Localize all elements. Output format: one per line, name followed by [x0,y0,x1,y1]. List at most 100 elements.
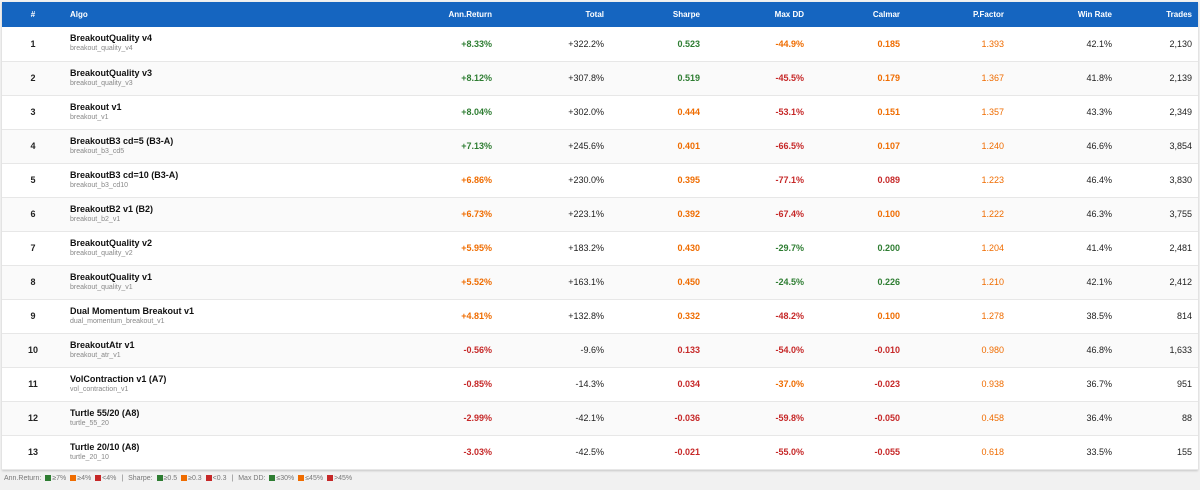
calmar-cell: 0.100 [877,209,900,219]
column-header-win-rate[interactable]: Win Rate [1077,10,1112,19]
sharpe-cell: -0.021 [674,447,700,457]
column-header-max-dd[interactable]: Max DD [774,10,804,19]
algo-cell: VolContraction v1 (A7) vol_contraction_v1 [64,367,274,401]
total-return-cell: +132.8% [568,311,604,321]
trades-cell: 155 [1176,447,1192,457]
max-dd-cell: -37.0% [775,379,804,389]
profit-factor-cell: 0.458 [981,413,1004,423]
legend-swatch-orange [181,474,188,481]
rank-cell: 8 [30,277,36,287]
column-header-rank[interactable]: # [30,10,36,19]
trades-cell: 2,481 [1169,243,1192,253]
table-row[interactable]: 10 BreakoutAtr v1 breakout_atr_v1 -0.56% -9.… [2,333,1198,367]
ann-return-cell: +8.04% [461,107,492,117]
calmar-cell: 0.107 [877,141,900,151]
column-header-algo[interactable]: Algo [70,10,88,19]
max-dd-cell: -29.7% [775,243,804,253]
sharpe-cell: 0.332 [677,311,700,321]
total-return-cell: +183.2% [568,243,604,253]
legend-swatch-green [45,474,52,481]
algo-cell: BreakoutQuality v1 breakout_quality_v1 [64,265,274,299]
calmar-cell: 0.226 [877,277,900,287]
trades-cell: 3,854 [1169,141,1192,151]
table-row[interactable]: 1 BreakoutQuality v4 breakout_quality_v4 +8… [2,27,1198,61]
max-dd-cell: -24.5% [775,277,804,287]
algo-id: breakout_quality_v2 [70,249,133,257]
rank-cell: 4 [30,141,36,151]
results-table: # Algo Ann.Return Total Sharpe Max DD Ca… [2,2,1198,470]
max-dd-cell: -77.1% [775,175,804,185]
algo-name: BreakoutQuality v2 [70,237,153,248]
color-legend: Ann.Return: ≥7% ≥4% <4% | Sharpe: ≥0.5 ≥… [0,470,1200,488]
profit-factor-cell: 1.223 [981,175,1004,185]
legend-sharpe-mid: ≥0.3 [188,474,202,482]
sharpe-cell: 0.519 [677,73,700,83]
ann-return-cell: -0.85% [463,379,492,389]
legend-sharpe-bad: <0.3 [212,474,227,482]
trades-cell: 88 [1181,413,1192,423]
legend-ann-mid: ≥4% [77,474,92,482]
column-header-calmar[interactable]: Calmar [872,10,900,19]
table-row[interactable]: 8 BreakoutQuality v1 breakout_quality_v1 +5… [2,265,1198,299]
algo-name: Turtle 20/10 (A8) [70,441,140,452]
column-header-profit-factor[interactable]: P.Factor [973,10,1004,19]
total-return-cell: -42.5% [575,447,604,457]
win-rate-cell: 36.4% [1086,413,1112,423]
total-return-cell: -14.3% [575,379,604,389]
rank-cell: 12 [27,413,38,423]
rank-cell: 11 [28,379,38,389]
column-header-sharpe[interactable]: Sharpe [672,10,700,19]
table-row[interactable]: 5 BreakoutB3 cd=10 (B3-A) breakout_b3_cd10… [2,163,1198,197]
table-row[interactable]: 13 Turtle 20/10 (A8) turtle_20_10 -3.03% -42… [2,435,1198,469]
table-row[interactable]: 11 VolContraction v1 (A7) vol_contraction_… [2,367,1198,401]
table-row[interactable]: 6 BreakoutB2 v1 (B2) breakout_b2_v1 +6.73% +… [2,197,1198,231]
max-dd-cell: -48.2% [775,311,804,321]
total-return-cell: -42.1% [575,413,604,423]
table-row[interactable]: 7 BreakoutQuality v2 breakout_quality_v2 +5… [2,231,1198,265]
rank-cell: 9 [30,311,36,321]
table-row[interactable]: 2 BreakoutQuality v3 breakout_quality_v3 +8… [2,61,1198,95]
algo-id: breakout_atr_v1 [70,351,121,359]
legend-maxdd-label: Max DD: [238,474,266,482]
legend-sharpe-good: ≥0.5 [163,474,178,482]
ann-return-cell: +5.52% [461,277,492,287]
algo-id: turtle_55_20 [70,419,109,427]
sharpe-cell: 0.034 [677,379,700,389]
algo-cell: BreakoutAtr v1 breakout_atr_v1 [64,333,274,367]
ann-return-cell: +8.33% [461,38,492,49]
table-row[interactable]: 12 Turtle 55/20 (A8) turtle_55_20 -2.99% -42… [2,401,1198,435]
table-row[interactable]: 4 BreakoutB3 cd=5 (B3-A) breakout_b3_cd5 +7… [2,129,1198,163]
algo-name: Turtle 55/20 (A8) [70,407,140,418]
column-header-total[interactable]: Total [585,10,604,19]
win-rate-cell: 42.1% [1086,38,1112,49]
sharpe-cell: 0.401 [677,141,700,151]
algo-id: turtle_20_10 [70,453,109,461]
profit-factor-cell: 1.278 [981,311,1004,321]
max-dd-cell: -66.5% [775,141,804,151]
sharpe-cell: -0.036 [674,413,700,423]
calmar-cell: -0.023 [874,379,900,389]
sharpe-cell: 0.450 [677,277,700,287]
column-header-ann-return[interactable]: Ann.Return [448,10,492,19]
algo-id: breakout_b3_cd5 [70,147,125,155]
legend-swatch-orange [298,474,305,481]
sharpe-cell: 0.523 [677,38,700,49]
calmar-cell: 0.179 [877,73,900,83]
ann-return-cell: -2.99% [463,413,492,423]
table-row[interactable]: 3 Breakout v1 breakout_v1 +8.04% +302.0% 0.44… [2,95,1198,129]
win-rate-cell: 46.6% [1086,141,1112,151]
profit-factor-cell: 1.357 [981,107,1004,117]
max-dd-cell: -54.0% [775,345,804,355]
ann-return-cell: +6.73% [461,209,492,219]
table-row[interactable]: 9 Dual Momentum Breakout v1 dual_momentum_… [2,299,1198,333]
algo-cell: Breakout v1 breakout_v1 [64,95,274,129]
algo-id: breakout_b3_cd10 [70,181,128,189]
win-rate-cell: 41.8% [1086,73,1112,83]
max-dd-cell: -44.9% [775,38,804,49]
max-dd-cell: -45.5% [775,73,804,83]
column-header-trades[interactable]: Trades [1166,10,1192,19]
win-rate-cell: 41.4% [1086,243,1112,253]
results-table-card: # Algo Ann.Return Total Sharpe Max DD Ca… [2,2,1198,470]
profit-factor-cell: 1.393 [981,38,1004,49]
win-rate-cell: 33.5% [1086,447,1112,457]
